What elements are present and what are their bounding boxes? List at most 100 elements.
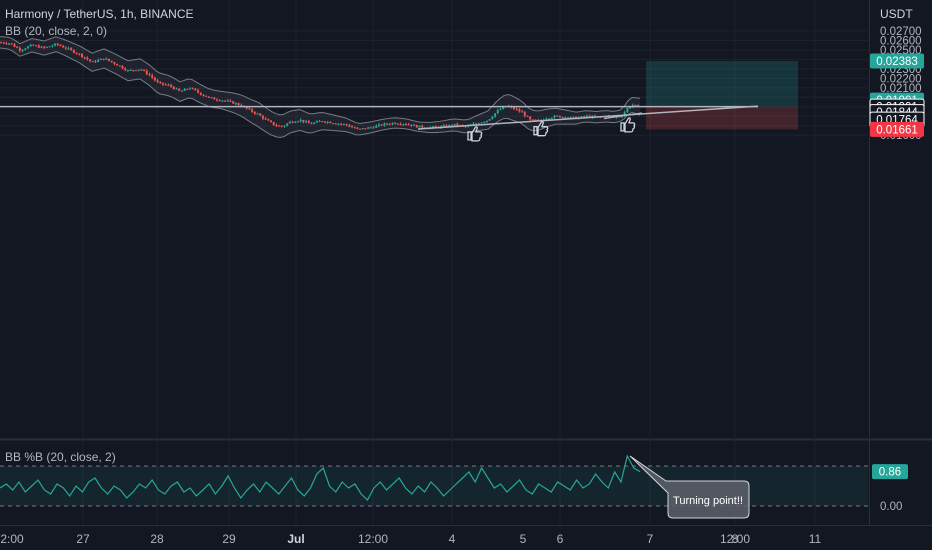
candle-body: [621, 116, 623, 118]
candle-body: [172, 86, 175, 90]
candle: [534, 119, 537, 121]
candle-body: [8, 43, 11, 45]
callout-text: Turning point!!: [673, 495, 743, 507]
candle-body: [550, 117, 553, 119]
candle: [302, 119, 305, 124]
candle-body: [475, 123, 478, 125]
candle: [37, 44, 40, 49]
candle: [16, 46, 19, 49]
candle-body: [472, 123, 475, 125]
candle-body: [264, 118, 267, 120]
candle-body: [137, 69, 140, 71]
candle-body: [175, 88, 178, 90]
profit-zone[interactable]: [646, 61, 798, 107]
candle: [72, 49, 75, 54]
candle: [345, 123, 348, 127]
candle-body: [356, 128, 359, 130]
bb-lower-band: [0, 47, 641, 139]
candle-body: [83, 56, 86, 58]
candle-body: [0, 42, 2, 44]
candle: [523, 111, 526, 118]
candle: [121, 65, 124, 70]
candle-body: [67, 48, 70, 50]
candle-body: [24, 48, 27, 50]
stop-loss-zone[interactable]: [646, 106, 798, 130]
candle-body: [13, 44, 16, 47]
candle: [178, 88, 181, 92]
candle: [558, 115, 561, 118]
ascending-trendline[interactable]: [417, 105, 759, 130]
candle: [124, 67, 127, 72]
candle: [0, 41, 2, 44]
thumbs-up-icon[interactable]: [620, 117, 636, 133]
candle-body: [629, 106, 632, 109]
candle: [407, 122, 410, 126]
candle-body: [372, 127, 375, 129]
candle: [515, 107, 518, 111]
candle: [375, 124, 378, 128]
candle-body: [405, 124, 407, 126]
candle: [51, 44, 54, 48]
osc-value-label: 0.86: [879, 467, 901, 479]
price-label-box: [870, 53, 924, 69]
candle: [334, 122, 337, 125]
candle-body: [410, 124, 413, 126]
candle: [110, 60, 113, 63]
candle: [496, 108, 499, 114]
candle-body: [545, 118, 548, 120]
candle: [418, 125, 421, 128]
candle-body: [448, 124, 451, 127]
candle: [159, 81, 162, 85]
thumbs-up-icon[interactable]: [467, 126, 483, 142]
candle-body: [145, 70, 148, 75]
candle-body: [396, 123, 399, 125]
candle-body: [5, 43, 8, 45]
candle-body: [267, 119, 270, 121]
candle: [8, 42, 11, 46]
candle: [167, 83, 170, 86]
candle-body: [402, 124, 405, 126]
candle: [264, 116, 267, 120]
candle: [297, 120, 299, 123]
candle: [486, 120, 488, 123]
x-tick-label: 8: [732, 532, 739, 546]
candle-body: [18, 47, 21, 51]
price-label-text: 0.01661: [876, 124, 918, 136]
candle: [315, 120, 318, 123]
candle: [453, 123, 456, 127]
candle-body: [386, 123, 389, 125]
candle: [67, 46, 70, 50]
candle-body: [332, 123, 335, 125]
trend-segment[interactable]: [603, 112, 643, 120]
candles: [0, 41, 640, 130]
thumbs-up-icon[interactable]: [533, 120, 549, 137]
candle: [275, 123, 278, 128]
candle: [321, 120, 324, 123]
x-tick-label: 28: [150, 532, 164, 546]
candle: [286, 123, 289, 127]
candle-body: [156, 80, 159, 83]
candle-body: [318, 121, 321, 123]
candle-body: [297, 121, 299, 123]
candle: [380, 123, 383, 127]
candle-body: [72, 49, 75, 53]
candle: [70, 47, 73, 51]
candle: [81, 53, 83, 58]
candle-body: [10, 43, 13, 45]
candle: [518, 107, 521, 113]
candle: [280, 125, 283, 128]
candle-body: [413, 124, 416, 126]
candle-body: [234, 103, 237, 105]
candle: [237, 102, 240, 106]
candle: [143, 69, 146, 72]
candle-body: [499, 109, 502, 111]
candle: [472, 121, 475, 125]
candle: [307, 119, 310, 124]
candle-body: [288, 121, 291, 124]
candle-body: [324, 121, 326, 123]
turning-point-callout[interactable]: Turning point!!: [629, 455, 750, 519]
candle: [205, 95, 208, 97]
candle-body: [434, 126, 437, 128]
